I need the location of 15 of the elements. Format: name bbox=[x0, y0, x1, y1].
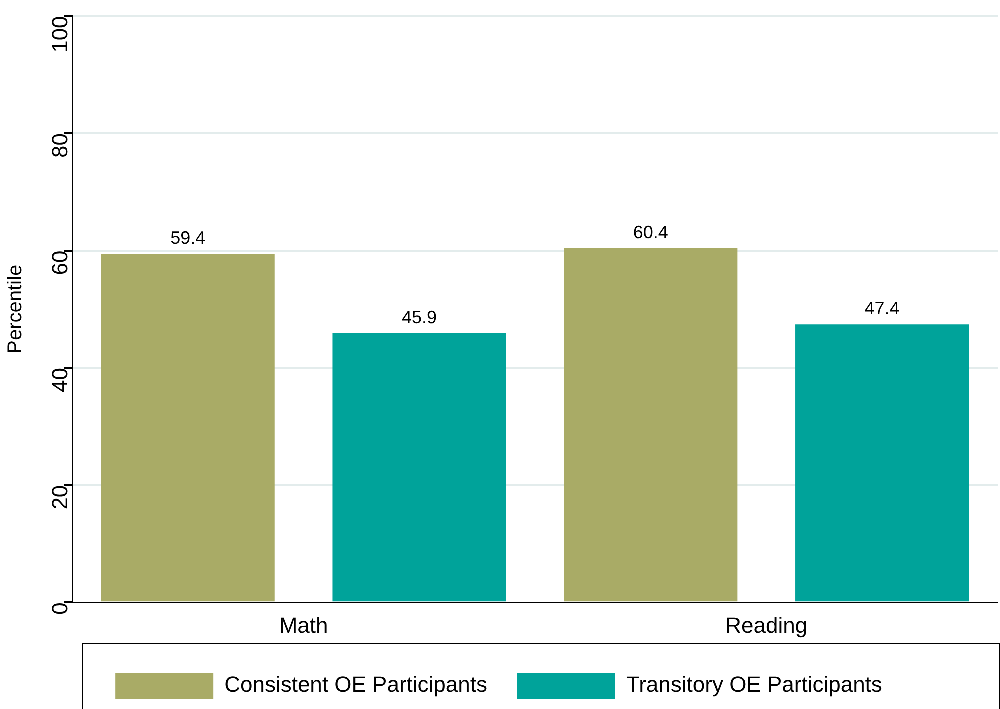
data-label: 59.4 bbox=[170, 228, 206, 248]
y-tick-label: 0 bbox=[47, 602, 72, 615]
y-tick-label: 100 bbox=[47, 16, 72, 53]
y-axis-title: Percentile bbox=[4, 264, 27, 354]
y-tick-label: 80 bbox=[47, 133, 72, 158]
y-tick-label: 40 bbox=[47, 368, 72, 393]
legend-label: Transitory OE Participants bbox=[626, 672, 882, 698]
legend-label: Consistent OE Participants bbox=[224, 672, 488, 698]
y-tick-label: 20 bbox=[47, 485, 72, 510]
x-tick-label: Math bbox=[279, 612, 328, 638]
x-tick-label: Reading bbox=[726, 612, 808, 638]
y-tick-label: 60 bbox=[47, 250, 72, 276]
data-label: 45.9 bbox=[402, 307, 438, 328]
data-label: 47.4 bbox=[864, 298, 900, 319]
data-label: 60.4 bbox=[633, 222, 668, 242]
